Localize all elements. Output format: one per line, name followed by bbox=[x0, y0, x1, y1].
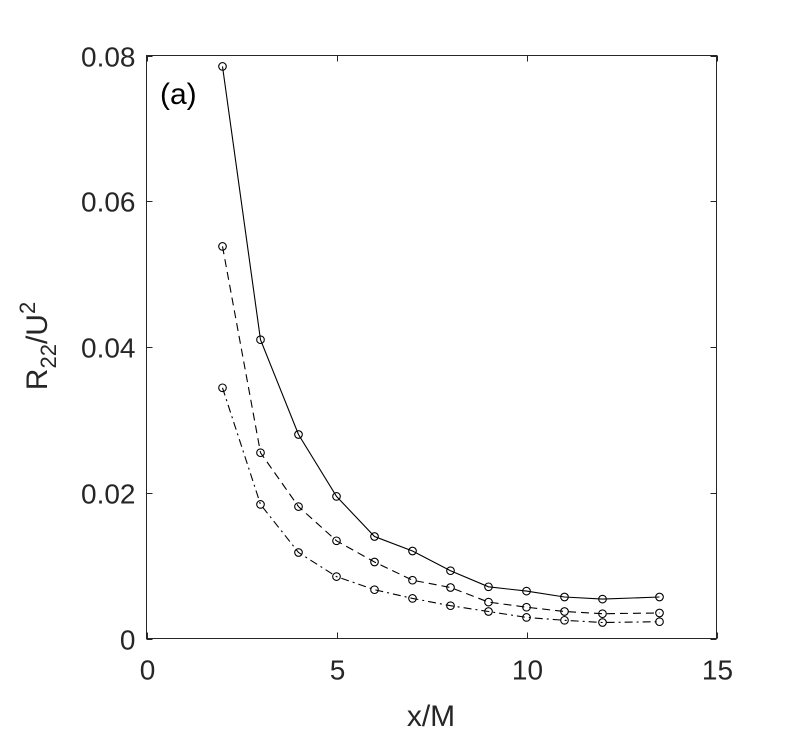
data-point bbox=[370, 532, 379, 541]
series-1 bbox=[218, 62, 664, 604]
data-point bbox=[446, 566, 455, 576]
x-tick-label: 10 bbox=[512, 655, 543, 686]
y-tick-label: 0.06 bbox=[81, 187, 136, 218]
y-axis-label-subscript: 22 bbox=[36, 344, 61, 368]
series-line bbox=[221, 246, 660, 615]
y-axis-label-superscript: 2 bbox=[15, 302, 40, 314]
x-tick-label: 5 bbox=[330, 655, 346, 686]
data-point bbox=[332, 536, 341, 546]
data-point bbox=[522, 602, 531, 612]
data-point bbox=[655, 617, 664, 627]
data-point bbox=[370, 557, 379, 567]
data-point bbox=[218, 242, 227, 251]
data-point bbox=[256, 335, 265, 345]
data-point bbox=[522, 613, 531, 622]
y-tick-label: 0.04 bbox=[81, 333, 136, 364]
data-point bbox=[598, 609, 607, 619]
data-point bbox=[256, 500, 265, 509]
data-point bbox=[256, 448, 265, 458]
data-point bbox=[560, 615, 569, 625]
data-point bbox=[408, 594, 417, 603]
data-point bbox=[484, 607, 493, 616]
data-point bbox=[408, 546, 417, 556]
y-tick-label: 0 bbox=[120, 625, 136, 656]
x-tick-label: 0 bbox=[140, 655, 156, 686]
y-axis-label: R22/U2 bbox=[15, 302, 61, 390]
data-point bbox=[370, 585, 379, 595]
data-point bbox=[560, 607, 569, 616]
series-2 bbox=[218, 242, 664, 619]
data-point bbox=[332, 492, 341, 501]
y-axis-label-mid: /U bbox=[21, 314, 54, 344]
data-point bbox=[484, 582, 493, 592]
data-point bbox=[294, 430, 303, 439]
data-point bbox=[332, 572, 341, 581]
y-axis-ticks: 0 0.02 0.04 0.06 0.08 bbox=[81, 42, 717, 656]
data-point bbox=[560, 592, 569, 602]
data-point bbox=[446, 583, 455, 592]
series-line bbox=[221, 66, 660, 600]
data-point bbox=[218, 62, 227, 71]
data-point bbox=[294, 502, 303, 511]
x-tick-label: 15 bbox=[702, 655, 733, 686]
panel-label: (a) bbox=[160, 78, 197, 111]
data-point bbox=[484, 597, 493, 607]
y-tick-label: 0.02 bbox=[81, 479, 136, 510]
data-point bbox=[598, 618, 607, 627]
data-point bbox=[408, 575, 417, 585]
y-axis-label-base: R bbox=[21, 369, 54, 391]
data-point bbox=[655, 608, 664, 618]
data-point bbox=[446, 601, 455, 611]
series-layer bbox=[218, 62, 664, 627]
data-point bbox=[294, 548, 303, 557]
series-3 bbox=[218, 383, 664, 627]
data-point bbox=[655, 592, 664, 602]
y-tick-label: 0.08 bbox=[81, 42, 136, 73]
x-axis-ticks: 0 5 10 15 bbox=[140, 55, 733, 686]
x-axis-label: x/M bbox=[407, 700, 455, 733]
data-point bbox=[598, 594, 607, 604]
data-point bbox=[218, 383, 227, 393]
data-point bbox=[522, 586, 531, 596]
series-line bbox=[221, 387, 660, 624]
